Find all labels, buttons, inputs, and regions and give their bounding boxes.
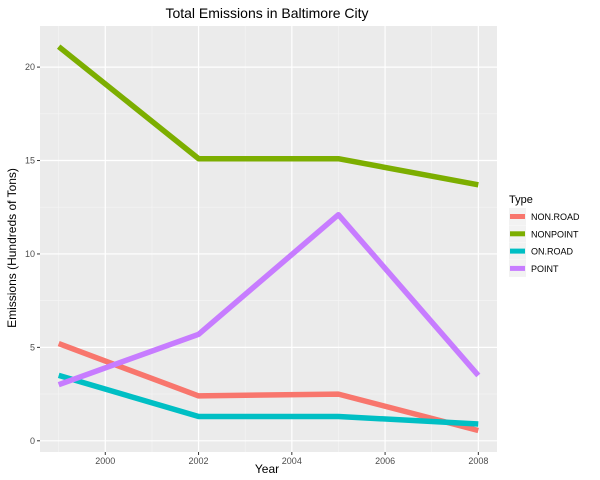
legend-label: POINT (531, 264, 559, 274)
x-tick-label: 2008 (468, 456, 488, 466)
x-tick-label: 2004 (282, 456, 302, 466)
series-line-non-road (57, 341, 479, 434)
legend-label: ON.ROAD (531, 247, 574, 257)
series-line-point (57, 211, 481, 388)
legend-title: Type (509, 194, 533, 206)
y-tick-label: 0 (30, 436, 35, 446)
plot-panel (40, 26, 497, 452)
legend-label: NONPOINT (531, 229, 579, 239)
y-tick-label: 20 (25, 62, 35, 72)
x-tick-label: 2002 (189, 456, 209, 466)
x-axis-title: Year (255, 462, 279, 476)
y-axis: 0 5 10 15 20 (25, 62, 40, 446)
grid-lines (40, 26, 497, 452)
y-tick-label: 5 (30, 342, 35, 352)
legend-label: NON.ROAD (531, 212, 580, 222)
chart-title: Total Emissions in Baltimore City (165, 5, 368, 21)
legend: Type NON.ROAD NONPOINT ON.ROAD POINT (509, 194, 580, 277)
series-line-nonpoint (56, 44, 479, 188)
x-tick-label: 2000 (95, 456, 115, 466)
series-lines (56, 44, 481, 434)
y-tick-label: 10 (25, 249, 35, 259)
x-tick-label: 2006 (375, 456, 395, 466)
y-axis-title: Emissions (Hundreds of Tons) (5, 168, 19, 328)
x-axis: 2000 2002 2004 2006 2008 (95, 452, 488, 466)
series-line-on-road (57, 372, 479, 427)
y-tick-label: 15 (25, 156, 35, 166)
